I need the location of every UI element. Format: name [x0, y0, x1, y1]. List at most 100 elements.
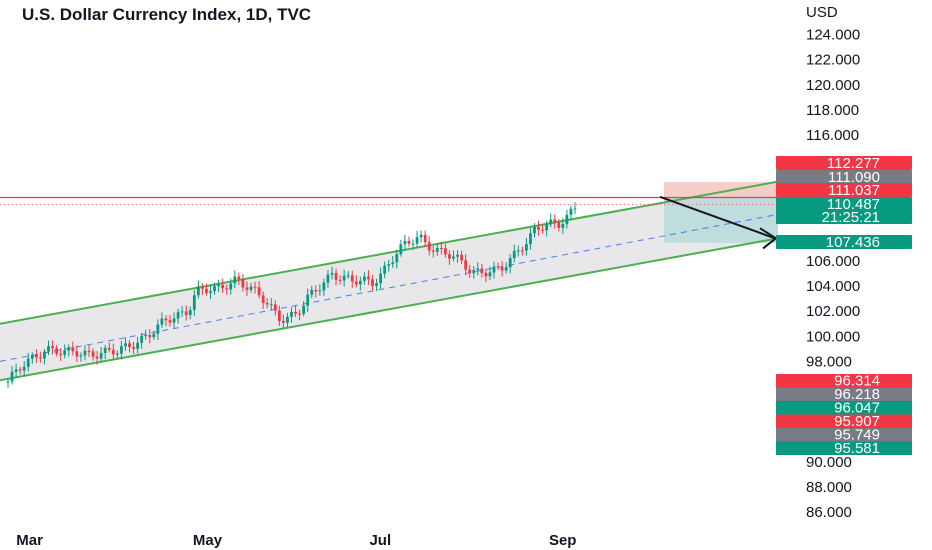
- candle-body: [99, 352, 103, 359]
- price-label-box: [776, 197, 912, 211]
- y-tick-label: 116.000: [806, 127, 859, 144]
- candle-body: [180, 311, 184, 313]
- candle-body: [209, 291, 212, 293]
- price-label-box: [776, 235, 912, 249]
- candle-body: [480, 268, 484, 273]
- candle-body: [136, 342, 139, 349]
- candle-body: [257, 287, 261, 296]
- price-label-text: 21:25:21: [822, 209, 880, 226]
- candle-body: [71, 347, 75, 352]
- candle-body: [472, 269, 476, 274]
- candle-body: [67, 347, 71, 351]
- channel-fill: [0, 181, 778, 381]
- candle-body: [431, 250, 435, 252]
- y-tick-label: 98.000: [806, 353, 852, 370]
- candle-body: [456, 254, 459, 257]
- candle-body: [128, 343, 131, 348]
- x-tick-label: Jul: [369, 532, 391, 549]
- candle-body: [350, 275, 354, 282]
- candle-body: [39, 357, 42, 359]
- candle-body: [261, 295, 265, 303]
- candle-body: [435, 247, 439, 252]
- candle-body: [103, 347, 107, 353]
- candle-body: [407, 240, 411, 244]
- candle-body: [253, 286, 257, 288]
- price-label-text: 111.037: [828, 182, 880, 199]
- candle-body: [383, 265, 387, 274]
- candle-body: [115, 353, 119, 355]
- candle-body: [14, 369, 18, 372]
- price-label-box: [776, 170, 912, 184]
- candle-body: [87, 350, 91, 352]
- candle-body: [111, 349, 115, 355]
- lines-layer: [0, 180, 790, 382]
- y-tick-label: 88.000: [806, 479, 852, 496]
- candle-body: [10, 371, 14, 382]
- stacked-label-box: [776, 428, 912, 442]
- candle-body: [277, 310, 281, 321]
- price-label-text: 111.090: [828, 169, 880, 186]
- price-label-box: [776, 210, 912, 224]
- x-tick-label: Mar: [16, 532, 43, 549]
- candle-body: [144, 335, 148, 337]
- candle-body: [492, 266, 496, 273]
- x-tick-label: Sep: [549, 532, 577, 549]
- candle-body: [342, 275, 346, 281]
- candle-body: [354, 281, 358, 285]
- candle-body: [452, 256, 455, 259]
- stacked-label-box: [776, 441, 912, 455]
- candle-body: [172, 318, 176, 323]
- candle-body: [140, 336, 144, 343]
- candle-body: [75, 351, 79, 357]
- candle-body: [379, 273, 382, 284]
- candle-body: [184, 311, 188, 316]
- price-label-text: 107.436: [826, 234, 880, 251]
- price-label-text: 110.487: [827, 196, 880, 213]
- candle-body: [314, 289, 318, 292]
- y-tick-label: 124.000: [806, 27, 860, 44]
- y-tick-label: 86.000: [806, 504, 852, 521]
- stacked-label-text: 96.047: [834, 400, 880, 417]
- candle-body: [391, 262, 395, 265]
- candle-body: [229, 283, 233, 290]
- candle-body: [269, 304, 273, 306]
- price-label-box: [776, 183, 912, 197]
- candle-body: [188, 309, 192, 316]
- candle-body: [484, 272, 488, 277]
- candle-body: [516, 250, 520, 252]
- candles-layer: [6, 202, 577, 388]
- candle-body: [427, 242, 431, 251]
- candle-body: [444, 248, 447, 255]
- candle-body: [306, 294, 310, 306]
- candle-body: [488, 272, 492, 277]
- stacked-label-text: 96.314: [834, 373, 880, 390]
- stacked-label-text: 95.581: [834, 440, 880, 457]
- candle-body: [34, 354, 38, 358]
- candle-body: [273, 304, 277, 311]
- candle-body: [290, 311, 293, 317]
- candle-body: [310, 289, 314, 295]
- candle-body: [326, 274, 330, 283]
- candle-body: [541, 229, 544, 231]
- fills-layer: [0, 181, 778, 381]
- candle-body: [294, 311, 297, 314]
- candle-body: [439, 247, 443, 249]
- candle-body: [423, 234, 427, 243]
- candle-body: [83, 350, 87, 356]
- candle-body: [557, 222, 561, 228]
- candle-body: [51, 346, 54, 349]
- candle-body: [371, 279, 374, 286]
- candle-body: [520, 250, 524, 252]
- candle-body: [330, 272, 334, 275]
- candle-body: [318, 290, 322, 292]
- candle-body: [221, 284, 225, 289]
- candle-body: [415, 237, 419, 244]
- candle-body: [375, 283, 378, 286]
- candle-body: [249, 286, 253, 290]
- projection-arrow: [659, 195, 776, 240]
- candle-body: [18, 369, 22, 371]
- axis-layer: 124.000 122.000 120.000 118.000 116.000 106.0…: [16, 27, 860, 549]
- candle-body: [504, 267, 508, 271]
- candle-body: [91, 351, 95, 357]
- y-tick-label: 90.000: [806, 454, 852, 471]
